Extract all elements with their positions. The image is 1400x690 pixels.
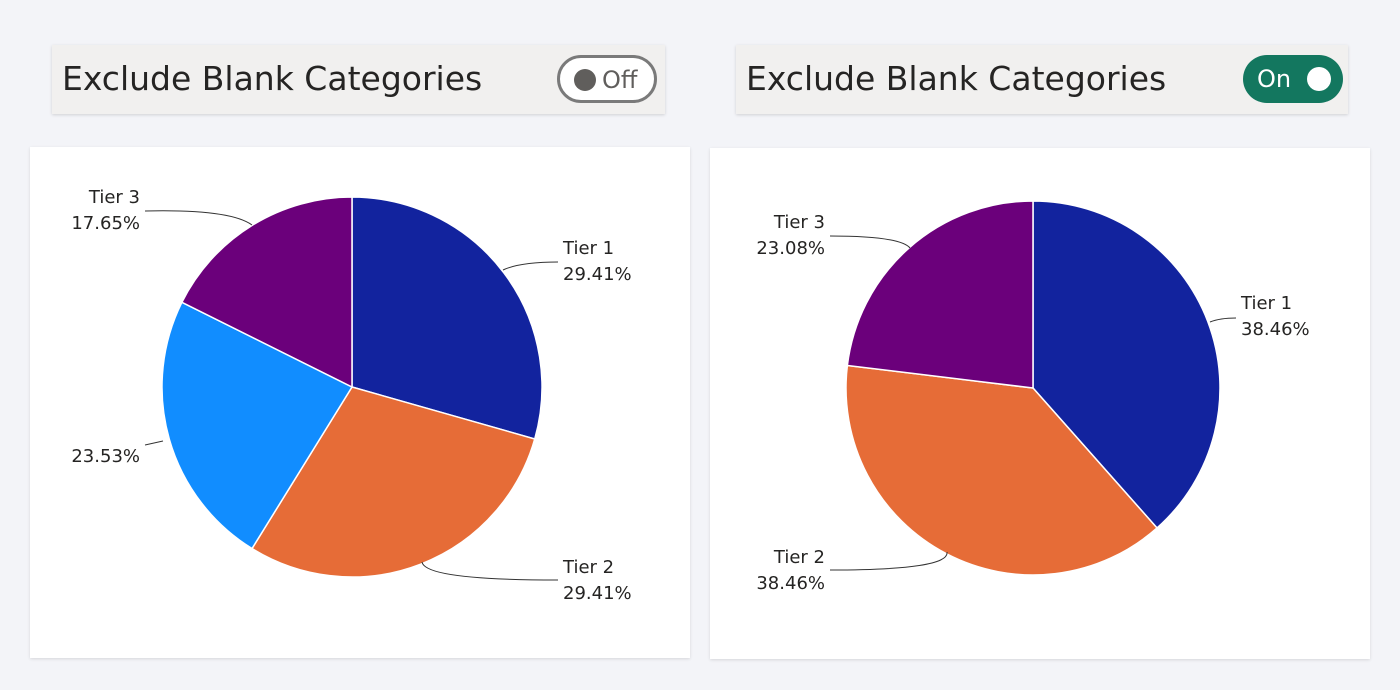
toggle-knob — [574, 69, 596, 91]
data-label: Tier 1 38.46% — [1241, 291, 1310, 343]
pie-slice-tier-3[interactable] — [180, 196, 353, 389]
pie-svg — [829, 200, 1237, 576]
leader-line — [829, 551, 948, 571]
toggle-state: On — [1257, 65, 1292, 93]
leader-line — [1209, 317, 1237, 323]
toggle-title: Exclude Blank Categories — [746, 59, 1167, 98]
data-label: Tier 1 29.41% — [563, 236, 632, 288]
label-category: Tier 3 — [773, 212, 825, 233]
pie-slice-tier-1[interactable] — [351, 196, 543, 440]
label-percent: 38.46% — [756, 573, 825, 594]
pie-slice-tier-3[interactable] — [846, 200, 1034, 389]
label-category: Tier 2 — [563, 557, 615, 578]
label-percent: 23.08% — [756, 238, 825, 259]
pie-slice-tier-1[interactable] — [1032, 200, 1221, 530]
label-category: Tier 2 — [773, 547, 825, 568]
pie-chart-left: Tier 1 29.41% Tier 2 29.41% 23.53% Tier 3 17.6… — [30, 147, 690, 658]
exclude-blank-toggle-bar-right: Exclude Blank Categories On — [736, 45, 1348, 114]
exclude-blank-toggle-on[interactable]: On — [1243, 55, 1343, 103]
label-category: Tier 3 — [88, 187, 140, 208]
label-percent: 29.41% — [563, 264, 632, 285]
label-percent: 29.41% — [563, 583, 632, 604]
leader-line — [144, 210, 253, 226]
leader-line — [421, 561, 559, 581]
exclude-blank-toggle-off[interactable]: Off — [557, 55, 657, 103]
data-label: 23.53% — [71, 444, 140, 470]
data-label: Tier 3 17.65% — [71, 185, 140, 237]
pie-chart-right: Tier 1 38.46% Tier 2 38.46% Tier 3 23.08% — [710, 148, 1370, 659]
pie-slice-tier-2[interactable] — [845, 364, 1159, 576]
data-label: Tier 3 23.08% — [756, 210, 825, 262]
label-category: Tier 1 — [1241, 293, 1293, 314]
pie-svg — [144, 196, 559, 581]
label-percent: 23.53% — [71, 446, 140, 467]
leader-line — [502, 261, 559, 271]
data-label: Tier 2 29.41% — [563, 555, 632, 607]
toggle-state: Off — [602, 66, 638, 94]
label-category: Tier 1 — [563, 238, 615, 259]
leader-line — [144, 440, 164, 446]
toggle-knob — [1307, 67, 1331, 91]
label-percent: 38.46% — [1241, 319, 1310, 340]
exclude-blank-toggle-bar-left: Exclude Blank Categories Off — [52, 45, 665, 114]
leader-line — [829, 235, 911, 249]
data-label: Tier 2 38.46% — [756, 545, 825, 597]
toggle-title: Exclude Blank Categories — [62, 59, 483, 98]
label-percent: 17.65% — [71, 213, 140, 234]
